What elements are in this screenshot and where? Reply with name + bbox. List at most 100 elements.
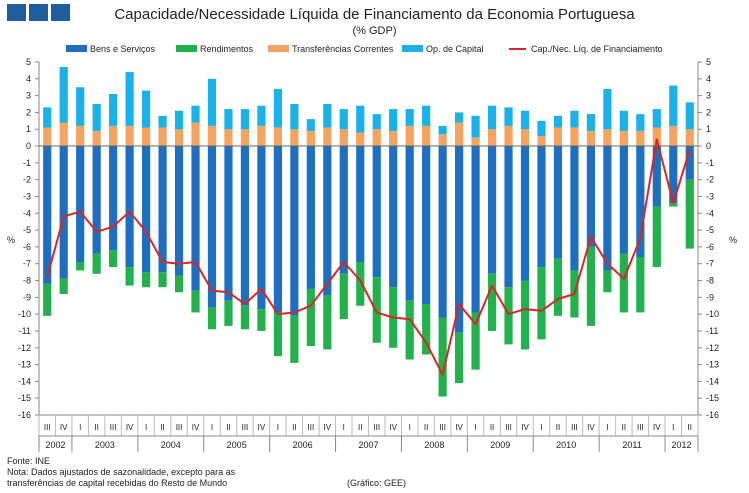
y-tick-label-left: 1	[26, 124, 31, 134]
y-tick-label-right: -14	[706, 376, 719, 386]
quarter-label-30: I	[540, 423, 542, 432]
footer-source: Fonte: INE	[7, 456, 51, 466]
bar-op-de-capital-32	[570, 110, 579, 128]
bar-bens-e-servi-os-9	[191, 146, 200, 291]
bar-rendimentos-0	[43, 283, 52, 316]
quarter-label-38: I	[672, 423, 674, 432]
bar-op-de-capital-20	[372, 114, 381, 130]
bar-transfer-ncias-correntes-14	[273, 127, 282, 147]
bar-rendimentos-13	[257, 309, 266, 331]
bar-bens-e-servi-os-23	[422, 146, 431, 305]
bar-bens-e-servi-os-17	[323, 146, 332, 296]
y-tick-label-right: -10	[706, 309, 719, 319]
bar-bens-e-servi-os-2	[76, 146, 85, 263]
bar-op-de-capital-28	[504, 107, 513, 126]
y-tick-label-left: -10	[18, 309, 31, 319]
bar-bens-e-servi-os-32	[570, 146, 579, 271]
bar-op-de-capital-16	[306, 119, 315, 131]
y-tick-label-left: -7	[23, 259, 31, 269]
quarter-label-5: IV	[126, 423, 134, 432]
y-tick-label-left: -4	[23, 208, 31, 218]
bar-bens-e-servi-os-39	[685, 146, 694, 180]
bar-op-de-capital-25	[455, 112, 464, 123]
bar-bens-e-servi-os-35	[619, 146, 628, 254]
bar-op-de-capital-23	[422, 105, 431, 126]
quarter-label-22: I	[409, 423, 411, 432]
y-tick-label-left: -9	[23, 292, 31, 302]
bar-op-de-capital-34	[603, 88, 612, 130]
bar-transfer-ncias-correntes-3	[92, 130, 101, 147]
y-tick-label-right: 5	[706, 57, 711, 67]
bar-rendimentos-8	[174, 275, 184, 293]
bar-rendimentos-28	[504, 287, 513, 345]
legend-label-3: Transferências Correntes	[292, 44, 394, 54]
bar-rendimentos-24	[438, 317, 447, 397]
quarter-label-9: IV	[192, 423, 200, 432]
bar-bens-e-servi-os-1	[59, 146, 68, 279]
legend-label-4: Op. de Capital	[426, 44, 484, 54]
year-label-2003: 2003	[95, 440, 115, 450]
year-label-2007: 2007	[358, 440, 378, 450]
line-cap-nec-financiamento	[46, 138, 691, 376]
bar-bens-e-servi-os-34	[603, 146, 612, 271]
bar-rendimentos-4	[109, 250, 118, 268]
bar-transfer-ncias-correntes-22	[405, 125, 414, 147]
bar-bens-e-servi-os-18	[339, 146, 348, 274]
quarter-label-23: II	[424, 423, 428, 432]
bar-op-de-capital-31	[553, 115, 563, 128]
bar-transfer-ncias-correntes-17	[323, 127, 332, 147]
bar-bens-e-servi-os-5	[125, 146, 134, 268]
y-tick-label-left: -8	[23, 276, 31, 286]
year-label-2002: 2002	[45, 440, 65, 450]
bar-rendimentos-17	[323, 295, 332, 350]
bar-op-de-capital-35	[619, 110, 628, 131]
bar-op-de-capital-33	[586, 114, 596, 131]
bar-op-de-capital-6	[141, 90, 151, 128]
bar-op-de-capital-15	[290, 104, 299, 130]
bar-rendimentos-36	[636, 256, 645, 313]
y-tick-label-left: 0	[26, 141, 31, 151]
bar-rendimentos-5	[125, 267, 134, 286]
bar-transfer-ncias-correntes-32	[570, 127, 579, 147]
y-tick-label-right: -15	[706, 393, 719, 403]
y-tick-label-left: 3	[26, 91, 31, 101]
y-tick-label-left: -14	[18, 376, 31, 386]
bar-op-de-capital-36	[636, 114, 645, 131]
bar-op-de-capital-26	[471, 115, 480, 138]
bar-rendimentos-16	[306, 288, 315, 347]
chart-subtitle: (% GDP)	[352, 25, 397, 37]
bar-rendimentos-10	[207, 307, 217, 330]
bar-op-de-capital-8	[174, 110, 184, 130]
bar-transfer-ncias-correntes-4	[109, 125, 118, 147]
logo-square-2	[29, 4, 48, 21]
quarter-label-18: I	[343, 423, 345, 432]
quarter-label-6: I	[145, 423, 147, 432]
bar-transfer-ncias-correntes-21	[389, 130, 398, 147]
legend-swatch-1	[66, 45, 87, 52]
y-tick-label-left: -3	[23, 191, 31, 201]
bar-bens-e-servi-os-13	[257, 146, 266, 310]
y-tick-label-left: -13	[18, 360, 31, 370]
bar-op-de-capital-22	[405, 109, 414, 126]
y-tick-label-right: -9	[706, 292, 714, 302]
quarter-label-13: IV	[258, 423, 266, 432]
year-label-2011: 2011	[622, 440, 641, 450]
bar-bens-e-servi-os-16	[306, 146, 315, 289]
quarter-label-36: III	[637, 423, 644, 432]
bar-rendimentos-31	[553, 258, 563, 316]
bar-bens-e-servi-os-4	[109, 146, 118, 251]
bar-transfer-ncias-correntes-34	[603, 129, 612, 147]
bar-op-de-capital-29	[520, 110, 530, 130]
legend-swatch-4	[402, 45, 423, 52]
bar-rendimentos-30	[537, 267, 546, 340]
bar-transfer-ncias-correntes-19	[356, 132, 365, 147]
bar-op-de-capital-17	[323, 104, 332, 128]
bar-op-de-capital-11	[224, 109, 233, 130]
y-tick-label-left: -16	[18, 410, 31, 420]
year-label-2006: 2006	[293, 440, 313, 450]
bar-op-de-capital-18	[339, 109, 348, 130]
bar-rendimentos-27	[487, 273, 497, 331]
y-tick-label-left: -6	[23, 242, 31, 252]
y-tick-label-right: 2	[706, 107, 711, 117]
